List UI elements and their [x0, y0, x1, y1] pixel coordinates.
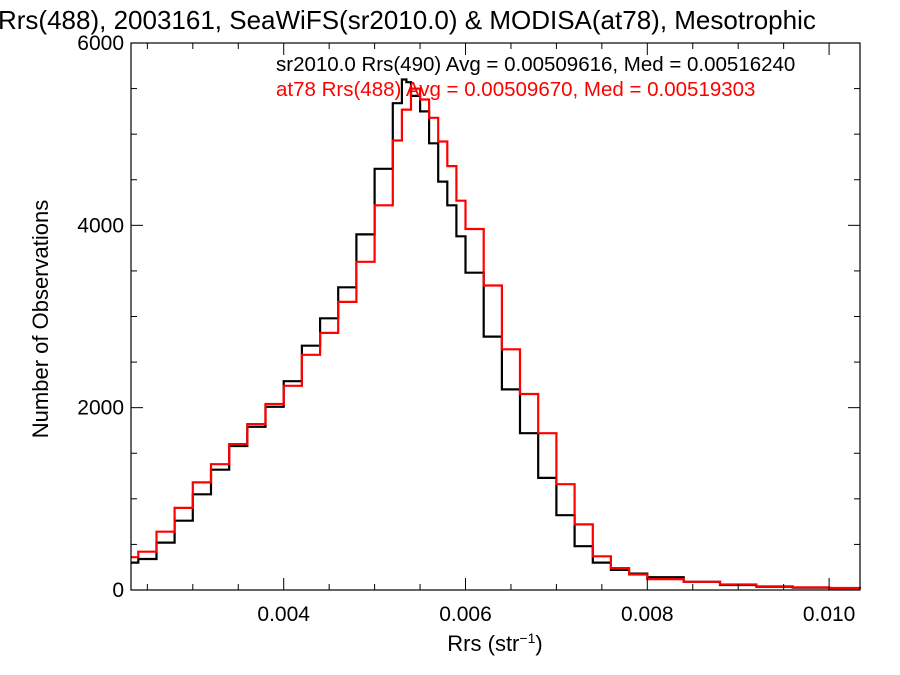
x-tick-label: 0.010 — [803, 603, 856, 626]
x-tick-label: 0.008 — [621, 603, 674, 626]
x-tick-label: 0.004 — [257, 603, 310, 626]
x-axis-label: Rrs (str−1) — [447, 630, 542, 656]
y-axis-label: Number of Observations — [28, 200, 53, 438]
chart-title: Rrs(488), 2003161, SeaWiFS(sr2010.0) & M… — [0, 5, 816, 35]
plot-frame — [130, 42, 861, 591]
legend-entry-1: sr2010.0 Rrs(490) Avg = 0.00509616, Med … — [276, 53, 795, 76]
plot-area: 0.004 0.006 0.008 0.010 0 2000 4000 6000 sr2010.… — [77, 32, 862, 626]
x-tick-label: 0.006 — [439, 603, 492, 626]
y-tick-label: 2000 — [77, 397, 124, 420]
series-line-1 — [131, 78, 862, 590]
y-tick-label: 0 — [112, 579, 124, 602]
series-line-2 — [131, 87, 862, 590]
y-tick-label: 6000 — [77, 32, 124, 55]
legend-entry-2: at78 Rrs(488) Avg = 0.00509670, Med = 0.… — [276, 78, 755, 101]
y-tick-label: 4000 — [77, 214, 124, 237]
